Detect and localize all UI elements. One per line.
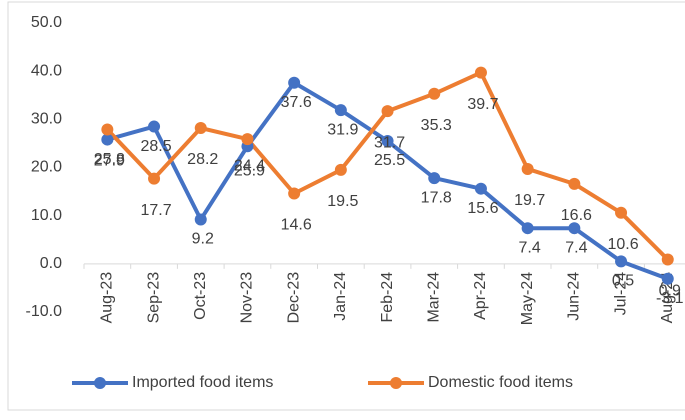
marker [428,172,441,185]
data-label: 14.6 [281,217,312,234]
marker [661,253,674,266]
data-label: 31.9 [327,121,358,138]
data-label: 28.2 [187,151,218,168]
data-label: 17.7 [140,202,171,219]
marker [194,213,207,226]
x-tick-label: Nov-23 [239,272,256,324]
y-tick-label: 20.0 [31,159,62,176]
y-tick-label: 0.0 [40,255,62,272]
legend-marker [94,377,106,389]
y-tick-label: -10.0 [26,303,63,320]
x-tick-label: Mar-24 [425,272,442,323]
marker [521,222,534,235]
x-tick-label: Jan-24 [332,272,349,321]
data-label: 10.6 [607,236,638,253]
y-tick-label: 30.0 [31,111,62,128]
legend-marker [390,377,402,389]
data-label: 28.5 [140,138,171,155]
marker [241,133,254,146]
marker [474,66,487,79]
data-label: 31.7 [374,134,405,151]
data-label: 19.5 [327,193,358,210]
data-label: 19.7 [514,192,545,209]
marker [568,222,581,235]
data-label: 0.5 [612,273,634,290]
marker [334,163,347,176]
marker [381,105,394,118]
marker [194,122,207,135]
data-label: 25.8 [94,151,125,168]
marker [101,133,114,146]
x-tick-label: Sep-23 [145,272,162,324]
data-label: 7.4 [519,239,541,256]
marker [521,162,534,175]
x-tick-label: Jul-24 [612,272,629,316]
data-label: 0.9 [659,283,681,300]
x-tick-label: May-24 [519,272,536,325]
data-label: 35.3 [421,117,452,134]
marker [381,135,394,148]
y-tick-label: 50.0 [31,14,62,31]
x-tick-label: Apr-24 [472,272,489,320]
data-label: 37.6 [281,94,312,111]
marker [428,87,441,100]
y-tick-label: 10.0 [31,207,62,224]
legend-label: Imported food items [132,374,273,391]
marker [148,120,161,133]
x-tick-label: Jun-24 [566,272,583,321]
x-tick-label: Dec-23 [285,272,302,324]
data-label: 15.6 [467,200,498,217]
data-label: 39.7 [467,96,498,113]
data-label: 9.2 [192,231,214,248]
marker [288,76,301,89]
legend-label: Domestic food items [428,374,573,391]
data-label: 7.4 [565,239,587,256]
x-tick-label: Aug-24 [659,272,676,324]
marker [288,187,301,200]
data-label: 17.8 [421,189,452,206]
data-label: 25.9 [234,162,265,179]
data-label: 16.6 [561,207,592,224]
marker [568,177,581,190]
data-label: 25.5 [374,152,405,169]
data-label: 27.9 [94,153,125,170]
marker [615,255,628,268]
marker [101,123,114,136]
data-label: 24.4 [234,158,265,175]
marker [334,104,347,117]
x-tick-label: Aug-23 [99,272,116,324]
x-tick-label: Oct-23 [192,272,209,320]
marker [661,272,674,285]
marker [474,182,487,195]
marker [615,206,628,219]
y-tick-label: 40.0 [31,62,62,79]
chart-border [7,1,685,411]
data-label: -3.1 [656,290,684,307]
x-tick-label: Feb-24 [379,272,396,323]
marker [148,172,161,185]
